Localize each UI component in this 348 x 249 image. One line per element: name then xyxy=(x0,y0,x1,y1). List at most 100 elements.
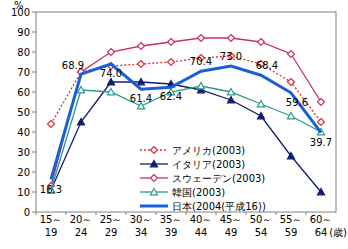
x-tick xyxy=(126,212,127,215)
y-tick-label: 70 xyxy=(17,67,30,78)
x-tick-label-part: 40～ xyxy=(190,214,213,225)
legend-label: 日本(2004(平成16)) xyxy=(172,201,266,212)
point xyxy=(288,79,295,86)
x-tick-label-part: 24 xyxy=(75,227,88,238)
series-line xyxy=(51,56,321,124)
x-tick-label-part: 25～ xyxy=(100,214,123,225)
x-tick xyxy=(156,212,157,215)
x-tick-label-part: 35～ xyxy=(160,214,183,225)
x-tick-label-part: 49 xyxy=(225,227,238,238)
x-tick-label-part: 19 xyxy=(45,227,58,238)
point xyxy=(228,89,235,95)
x-tick-label: 50～54 xyxy=(250,214,273,238)
y-tick-label: 30 xyxy=(17,147,30,158)
point xyxy=(198,83,205,89)
point xyxy=(228,35,235,42)
x-tick-label: 15～19 xyxy=(40,214,63,238)
y-tick-label: 60 xyxy=(17,87,30,98)
point xyxy=(258,101,265,107)
y-tick xyxy=(32,12,36,13)
y-tick xyxy=(32,52,36,53)
point xyxy=(318,119,325,126)
x-tick xyxy=(246,212,247,215)
y-axis-label: % xyxy=(14,0,24,11)
point xyxy=(318,99,325,106)
point xyxy=(138,43,145,50)
data-label: 61.4 xyxy=(130,93,152,104)
point xyxy=(108,89,115,95)
legend-marker xyxy=(151,175,158,182)
x-tick-label: 40～44 xyxy=(190,214,213,238)
plot-area xyxy=(48,35,325,195)
x-tick xyxy=(186,212,187,215)
x-tick-label-part: 30～ xyxy=(130,214,153,225)
x-tick-label-part: 55～ xyxy=(280,214,303,225)
point xyxy=(258,113,265,119)
x-tick-label: 25～29 xyxy=(100,214,123,238)
x-tick xyxy=(216,212,217,215)
data-label: 68.4 xyxy=(256,60,278,71)
data-label: 59.6 xyxy=(286,97,308,108)
point xyxy=(168,59,175,66)
x-tick-label-part: 44 xyxy=(195,227,208,238)
legend-label: スウェーデン(2003) xyxy=(172,173,265,184)
y-tick-label: 40 xyxy=(17,127,30,138)
point xyxy=(78,119,85,125)
point xyxy=(168,39,175,46)
x-tick xyxy=(276,212,277,215)
y-tick xyxy=(32,212,36,213)
y-tick-label: 20 xyxy=(17,167,30,178)
y-tick xyxy=(32,92,36,93)
x-tick-label-part: 59 xyxy=(285,227,298,238)
point xyxy=(288,113,295,119)
data-label: 73.0 xyxy=(220,51,242,62)
point xyxy=(198,35,205,42)
x-tick xyxy=(36,212,37,215)
series-line xyxy=(51,64,321,179)
legend-marker xyxy=(151,147,158,154)
y-tick xyxy=(32,132,36,133)
x-tick xyxy=(96,212,97,215)
chart: 0102030405060708090100%15～1920～2425～2930… xyxy=(0,0,348,249)
legend-label: イタリア(2003) xyxy=(172,159,245,170)
series-line xyxy=(51,82,321,192)
x-tick-label-part: 34 xyxy=(135,227,148,238)
y-tick xyxy=(32,152,36,153)
y-tick xyxy=(32,192,36,193)
x-tick-label-part: 39 xyxy=(165,227,178,238)
y-tick-label: 50 xyxy=(17,107,30,118)
series-line xyxy=(51,86,321,190)
data-label: 70.4 xyxy=(190,56,212,67)
legend-marker xyxy=(151,161,158,167)
point xyxy=(138,61,145,68)
x-tick-label-part: 29 xyxy=(105,227,118,238)
x-tick-label-part: 45～ xyxy=(220,214,243,225)
point xyxy=(138,79,145,85)
x-tick-label: 35～39 xyxy=(160,214,183,238)
y-tick-label: 90 xyxy=(17,27,30,38)
point xyxy=(288,153,295,159)
x-tick-label-part: 60～ xyxy=(310,214,333,225)
point xyxy=(48,121,55,128)
point xyxy=(228,97,235,103)
data-label: 16.3 xyxy=(40,184,62,195)
x-tick-label-part: 54 xyxy=(255,227,268,238)
y-tick xyxy=(32,112,36,113)
y-tick-label: 10 xyxy=(17,187,30,198)
x-tick-label-part: 64 xyxy=(315,227,328,238)
data-label: 68.9 xyxy=(62,60,84,71)
plot-frame xyxy=(36,12,336,212)
x-tick-label: 55～59 xyxy=(280,214,303,238)
data-label: 39.7 xyxy=(310,137,332,148)
y-tick xyxy=(32,172,36,173)
legend-label: アメリカ(2003) xyxy=(172,145,245,156)
y-tick xyxy=(32,72,36,73)
x-tick xyxy=(66,212,67,215)
point xyxy=(318,189,325,195)
y-tick xyxy=(32,32,36,33)
point xyxy=(108,49,115,56)
labels: 16.368.974.061.462.470.473.068.459.639.7 xyxy=(40,51,332,195)
x-tick-label: 20～24 xyxy=(70,214,93,238)
x-tick-label-part: 50～ xyxy=(250,214,273,225)
y-tick-label: 80 xyxy=(17,47,30,58)
